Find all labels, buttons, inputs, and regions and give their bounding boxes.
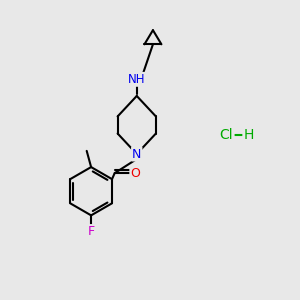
Text: Cl: Cl xyxy=(220,128,233,142)
Text: H: H xyxy=(244,128,254,142)
Text: NH: NH xyxy=(128,73,146,86)
Text: N: N xyxy=(132,148,141,160)
Text: O: O xyxy=(130,167,140,180)
Text: F: F xyxy=(88,225,95,238)
